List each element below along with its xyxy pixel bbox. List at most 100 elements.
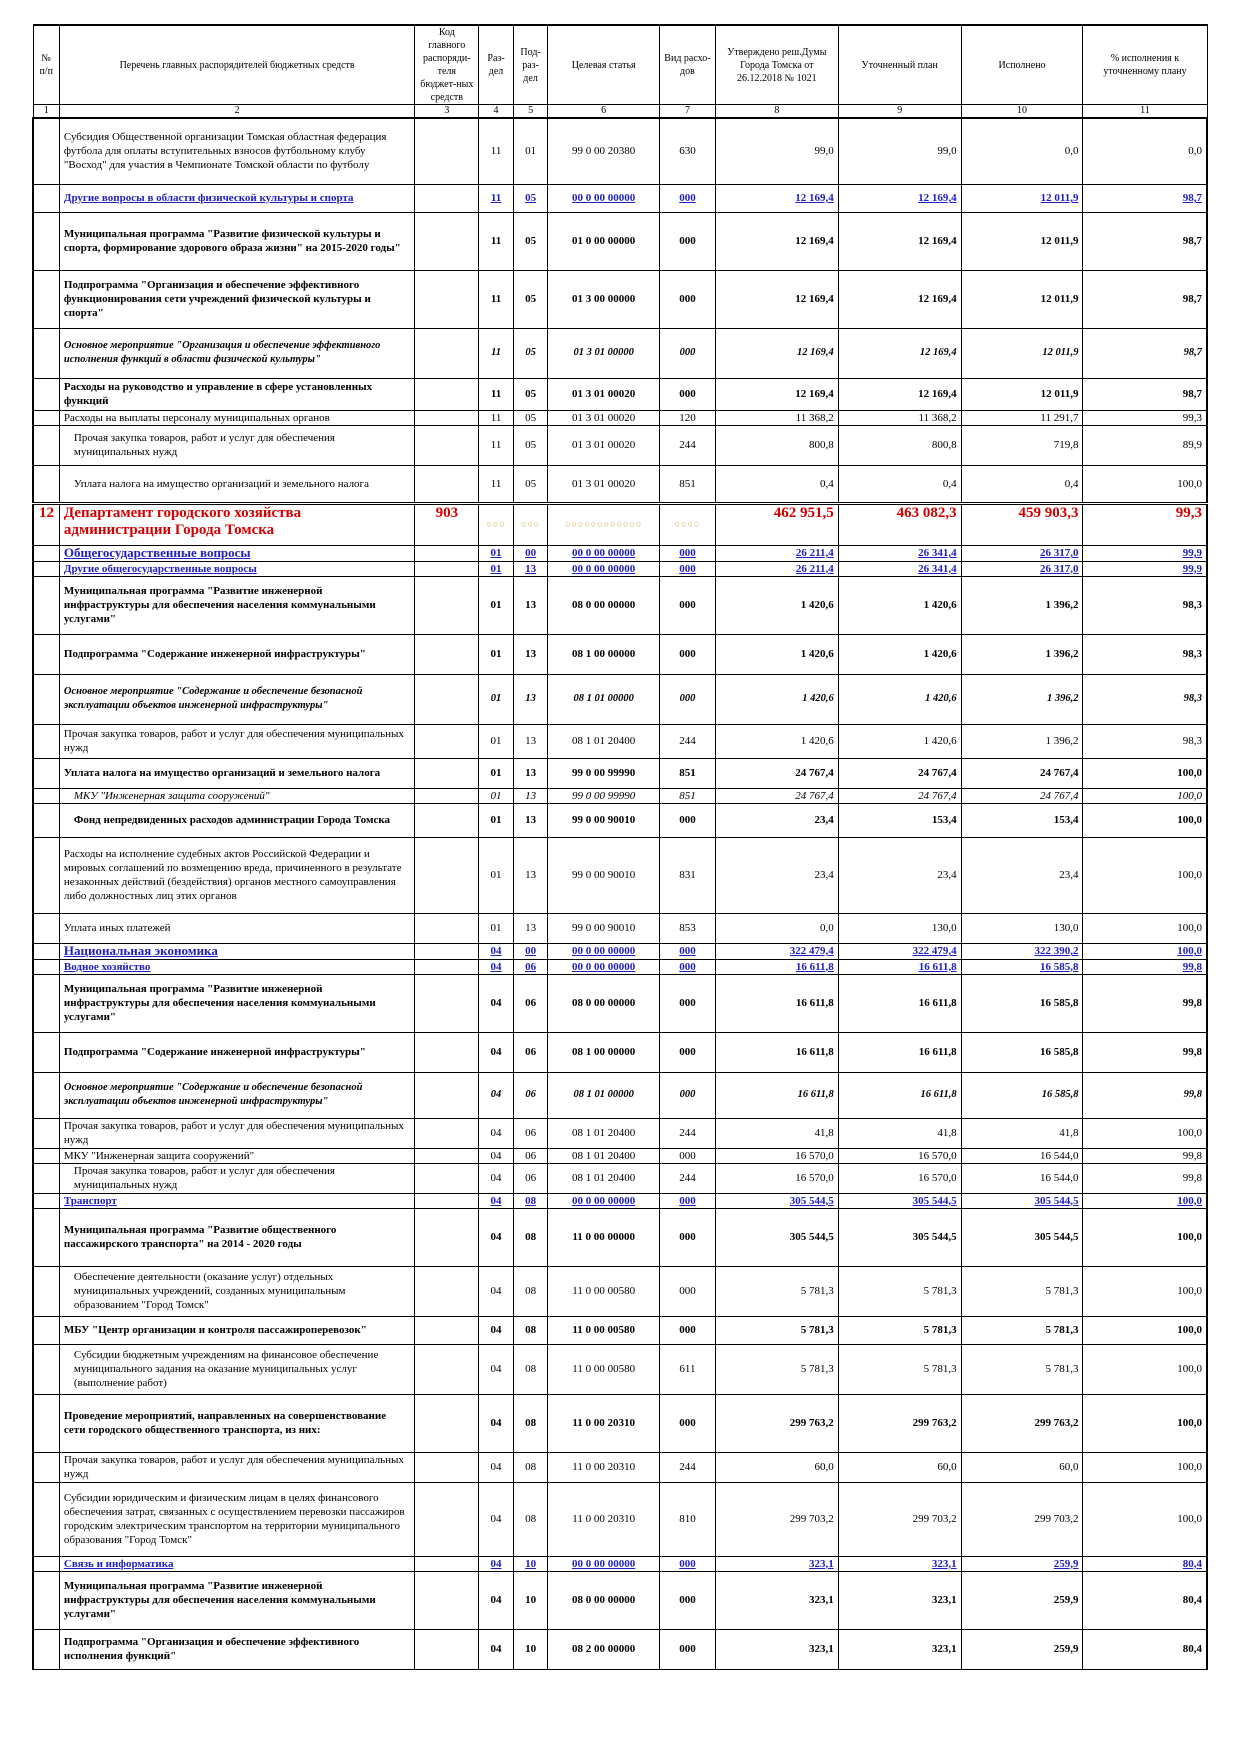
- row-section: 01: [478, 802, 514, 838]
- row-approved: 0,4: [714, 464, 839, 505]
- header-row: № п/п Перечень главных распорядителей бю…: [32, 24, 1208, 105]
- row-name: МБУ "Центр организации и контроля пассаж…: [58, 1315, 416, 1345]
- row-section: 01: [478, 544, 514, 562]
- row-executed: 12 011,9: [960, 211, 1084, 271]
- row-name: Муниципальная программа "Развитие инжене…: [58, 1570, 416, 1630]
- row-number: [31, 1207, 60, 1267]
- header-recipient-code: Код главного распоряди-теля бюджет-ных с…: [414, 24, 480, 105]
- row-revised-plan: 99,0: [837, 117, 962, 185]
- row-approved: 800,8: [714, 424, 839, 466]
- table-row: Транспорт 04 08 00 0 00 00000 000 305 544,5 30…: [31, 1192, 1209, 1209]
- row-approved: 462 951,5: [714, 502, 839, 546]
- row-name: Субсидия Общественной организации Томска…: [58, 117, 416, 185]
- header-execution-percent: % исполнения к уточненному плану: [1082, 24, 1208, 105]
- row-execution-percent: 99,9: [1082, 544, 1209, 562]
- table-row: Основное мероприятие "Организация и обес…: [31, 327, 1209, 379]
- row-section: 04: [478, 1162, 514, 1194]
- row-recipient-code: [414, 1265, 480, 1317]
- row-name: Обеспечение деятельности (оказание услуг…: [58, 1265, 416, 1317]
- row-expense-type: 000: [659, 183, 716, 213]
- row-section: 01: [478, 723, 514, 759]
- row-target-article: 11 0 00 00580: [547, 1343, 661, 1395]
- row-executed: 259,9: [960, 1555, 1084, 1572]
- table-row: Другие общегосударственные вопросы 01 13 00…: [31, 560, 1209, 577]
- row-subsection: 08: [512, 1265, 549, 1317]
- table-row: Расходы на руководство и управление в сф…: [31, 377, 1209, 411]
- row-execution-percent: 99,8: [1082, 1147, 1209, 1164]
- row-target-article: 08 0 00 00000: [547, 1570, 661, 1630]
- row-target-article: 00 0 00 00000: [547, 1555, 661, 1572]
- row-approved: 299 703,2: [714, 1481, 839, 1557]
- row-executed: 1 396,2: [960, 575, 1084, 635]
- column-number: 8: [714, 104, 839, 119]
- row-expense-type: 000: [659, 1265, 716, 1317]
- row-number: [31, 1147, 60, 1164]
- row-revised-plan: 299 763,2: [837, 1393, 962, 1453]
- table-row: Проведение мероприятий, направленных на …: [31, 1393, 1209, 1453]
- row-section: 01: [478, 787, 514, 804]
- row-target-article: 00 0 00 00000: [547, 544, 661, 562]
- row-executed: 5 781,3: [960, 1265, 1084, 1317]
- row-executed: 11 291,7: [960, 409, 1084, 426]
- row-section: 04: [478, 973, 514, 1033]
- row-expense-type: 244: [659, 1451, 716, 1483]
- row-revised-plan: 1 420,6: [837, 633, 962, 675]
- row-name: Проведение мероприятий, направленных на …: [58, 1393, 416, 1453]
- row-execution-percent: 99,8: [1082, 1071, 1209, 1119]
- row-subsection: 08: [512, 1393, 549, 1453]
- row-revised-plan: 24 767,4: [837, 757, 962, 789]
- table-row: Муниципальная программа "Развитие физиче…: [31, 211, 1209, 271]
- row-executed: 16 585,8: [960, 958, 1084, 975]
- row-executed: 12 011,9: [960, 183, 1084, 213]
- row-recipient-code: [414, 1481, 480, 1557]
- row-expense-type: 000: [659, 1555, 716, 1572]
- row-expense-type: 000: [659, 973, 716, 1033]
- row-subsection: 13: [512, 912, 549, 944]
- row-expense-type: 000: [659, 1147, 716, 1164]
- row-number: [31, 836, 60, 914]
- row-number: [31, 757, 60, 789]
- row-executed: 259,9: [960, 1570, 1084, 1630]
- budget-report-sheet: № п/п Перечень главных распорядителей бю…: [31, 24, 1209, 1670]
- column-number: 3: [414, 104, 480, 119]
- row-expense-type: 000: [659, 942, 716, 960]
- row-subsection: 08: [512, 1207, 549, 1267]
- row-recipient-code: [414, 1192, 480, 1209]
- row-execution-percent: 89,9: [1082, 424, 1209, 466]
- table-row: Подпрограмма "Содержание инженерной инфр…: [31, 633, 1209, 675]
- row-revised-plan: 16 570,0: [837, 1162, 962, 1194]
- row-expense-type: 000: [659, 1315, 716, 1345]
- table-row: Прочая закупка товаров, работ и услуг дл…: [31, 424, 1209, 466]
- row-execution-percent: 100,0: [1082, 1393, 1209, 1453]
- header-executed: Исполнено: [960, 24, 1084, 105]
- row-expense-type: 000: [659, 211, 716, 271]
- row-execution-percent: 98,3: [1082, 673, 1209, 725]
- row-subsection: 06: [512, 1071, 549, 1119]
- row-approved: 16 611,8: [714, 958, 839, 975]
- row-expense-type: 851: [659, 757, 716, 789]
- table-row: Подпрограмма "Организация и обеспечение …: [31, 269, 1209, 329]
- row-revised-plan: 153,4: [837, 802, 962, 838]
- row-revised-plan: 16 611,8: [837, 1071, 962, 1119]
- row-execution-percent: 100,0: [1082, 1117, 1209, 1149]
- header-subsection: Под-раз-дел: [512, 24, 549, 105]
- row-executed: 322 390,2: [960, 942, 1084, 960]
- row-recipient-code: [414, 327, 480, 379]
- row-revised-plan: 299 703,2: [837, 1481, 962, 1557]
- row-approved: 323,1: [714, 1555, 839, 1572]
- row-name: МКУ "Инженерная защита сооружений": [58, 1147, 416, 1164]
- row-recipient-code: [414, 1207, 480, 1267]
- row-subsection: 05: [512, 464, 549, 505]
- row-recipient-code: [414, 1393, 480, 1453]
- row-execution-percent: 100,0: [1082, 1265, 1209, 1317]
- row-target-article: 00 0 00 00000: [547, 942, 661, 960]
- header-section: Раз-дел: [478, 24, 514, 105]
- row-recipient-code: [414, 942, 480, 960]
- table-row: Муниципальная программа "Развитие общест…: [31, 1207, 1209, 1267]
- row-subsection: 10: [512, 1628, 549, 1670]
- row-executed: 16 585,8: [960, 1031, 1084, 1073]
- row-approved: 16 570,0: [714, 1147, 839, 1164]
- row-name: Расходы на выплаты персоналу муниципальн…: [58, 409, 416, 426]
- row-revised-plan: 463 082,3: [837, 502, 962, 546]
- row-revised-plan: 12 169,4: [837, 377, 962, 411]
